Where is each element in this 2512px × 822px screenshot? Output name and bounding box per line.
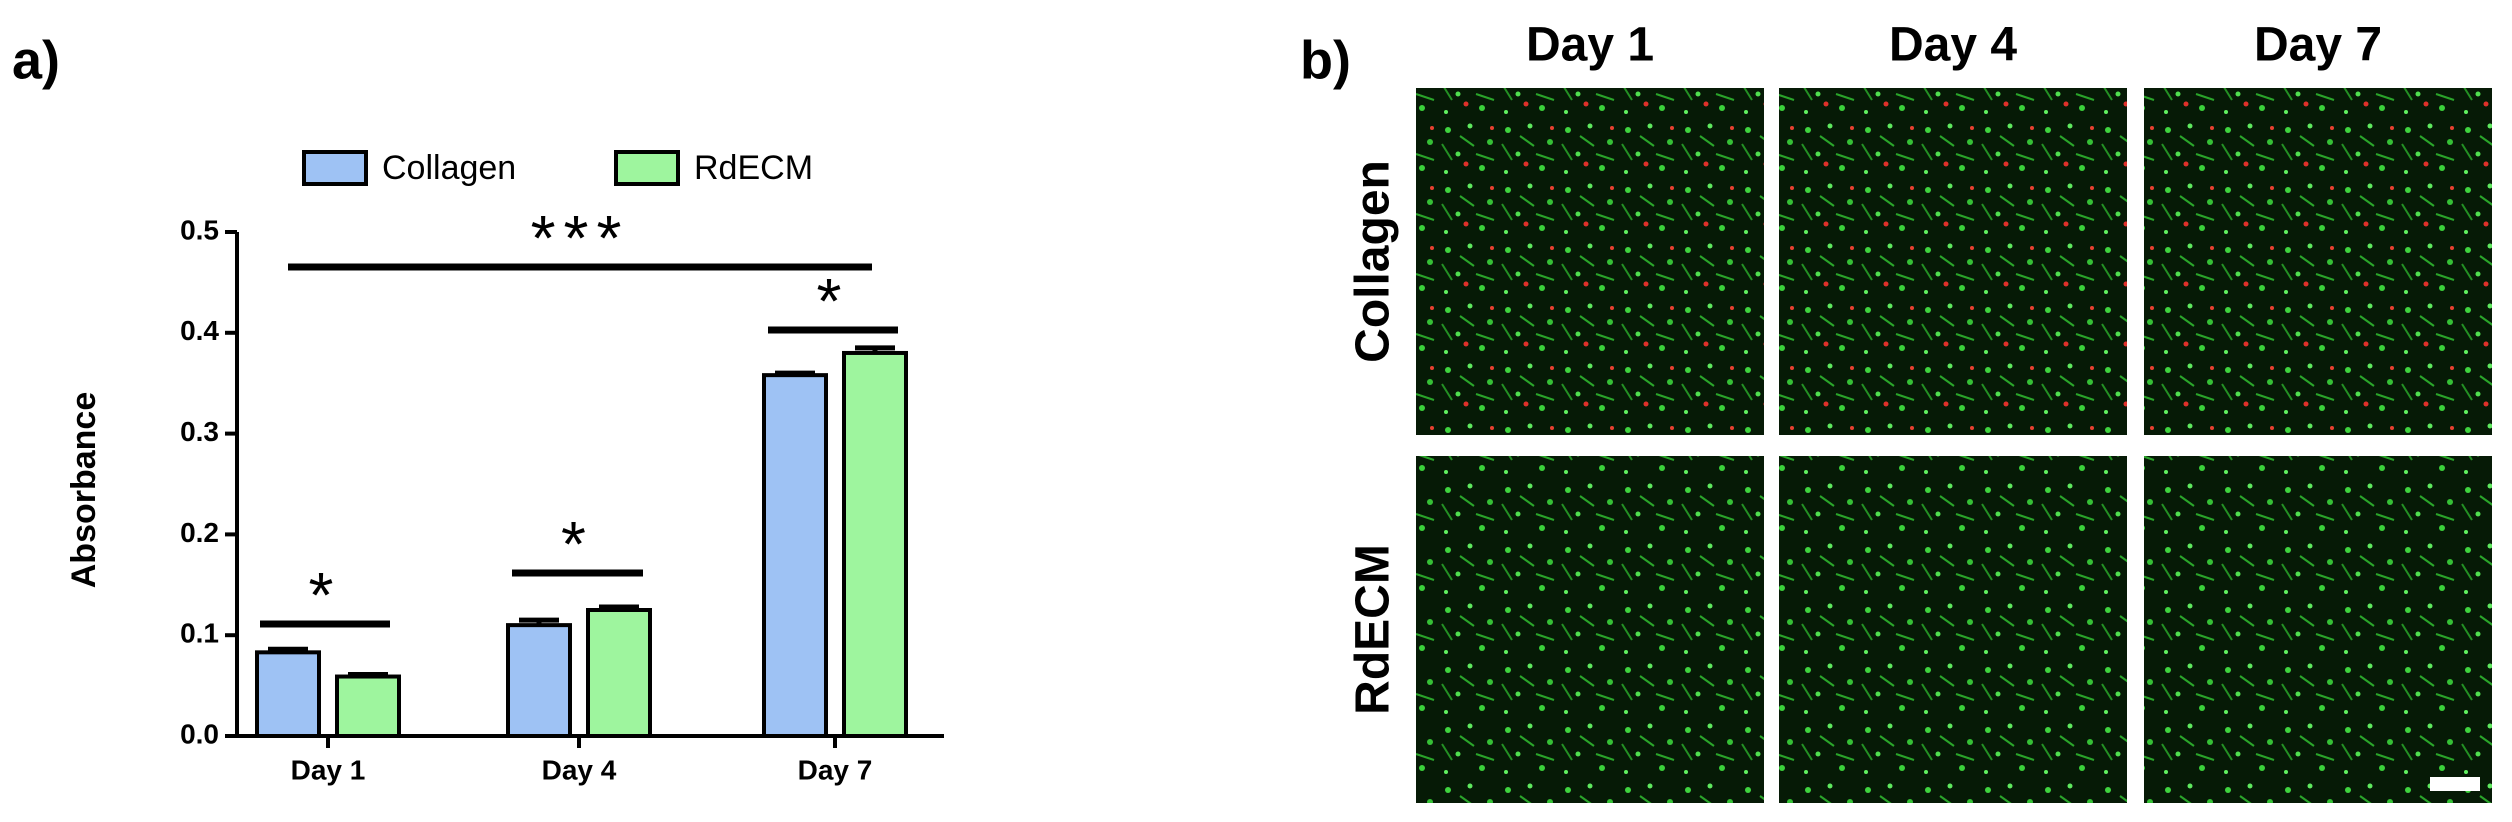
significance-label: * xyxy=(309,559,342,631)
y-tick-label: 0.2 xyxy=(180,517,219,548)
micrograph xyxy=(2144,456,2492,803)
legend-swatch xyxy=(614,150,680,186)
micrograph xyxy=(1416,456,1764,803)
row-header: RdECM xyxy=(1347,544,1400,715)
y-tick-label: 0.4 xyxy=(180,315,219,346)
bar xyxy=(335,674,401,739)
legend-swatch xyxy=(302,150,368,186)
bar xyxy=(586,608,652,738)
micrograph xyxy=(2144,88,2492,435)
significance-label: * xyxy=(561,508,594,580)
micrograph xyxy=(1416,88,1764,435)
bar xyxy=(255,650,321,738)
bar xyxy=(842,350,908,738)
micrograph xyxy=(1779,456,2127,803)
panel-label: a) xyxy=(12,30,60,90)
y-tick-label: 0.0 xyxy=(180,718,219,749)
bar xyxy=(506,623,572,738)
bar xyxy=(762,373,828,738)
significance-label: *** xyxy=(531,202,630,274)
legend-label: Collagen xyxy=(382,149,516,187)
significance-label: * xyxy=(817,265,850,337)
column-header: Day 7 xyxy=(2254,19,2382,72)
scale-bar xyxy=(2430,777,2480,791)
micrograph xyxy=(1779,88,2127,435)
x-tick-label: Day 4 xyxy=(542,754,617,785)
row-header: Collagen xyxy=(1347,160,1400,363)
panel-label: b) xyxy=(1300,30,1351,90)
x-tick-label: Day 7 xyxy=(798,754,873,785)
column-header: Day 1 xyxy=(1526,19,1654,72)
y-tick-label: 0.1 xyxy=(180,618,219,649)
y-tick-label: 0.5 xyxy=(180,214,219,245)
y-tick-label: 0.3 xyxy=(180,416,219,447)
legend-label: RdECM xyxy=(694,149,813,187)
x-tick-label: Day 1 xyxy=(291,754,366,785)
column-header: Day 4 xyxy=(1889,19,2017,72)
y-axis-label: Absorbance xyxy=(65,392,103,589)
